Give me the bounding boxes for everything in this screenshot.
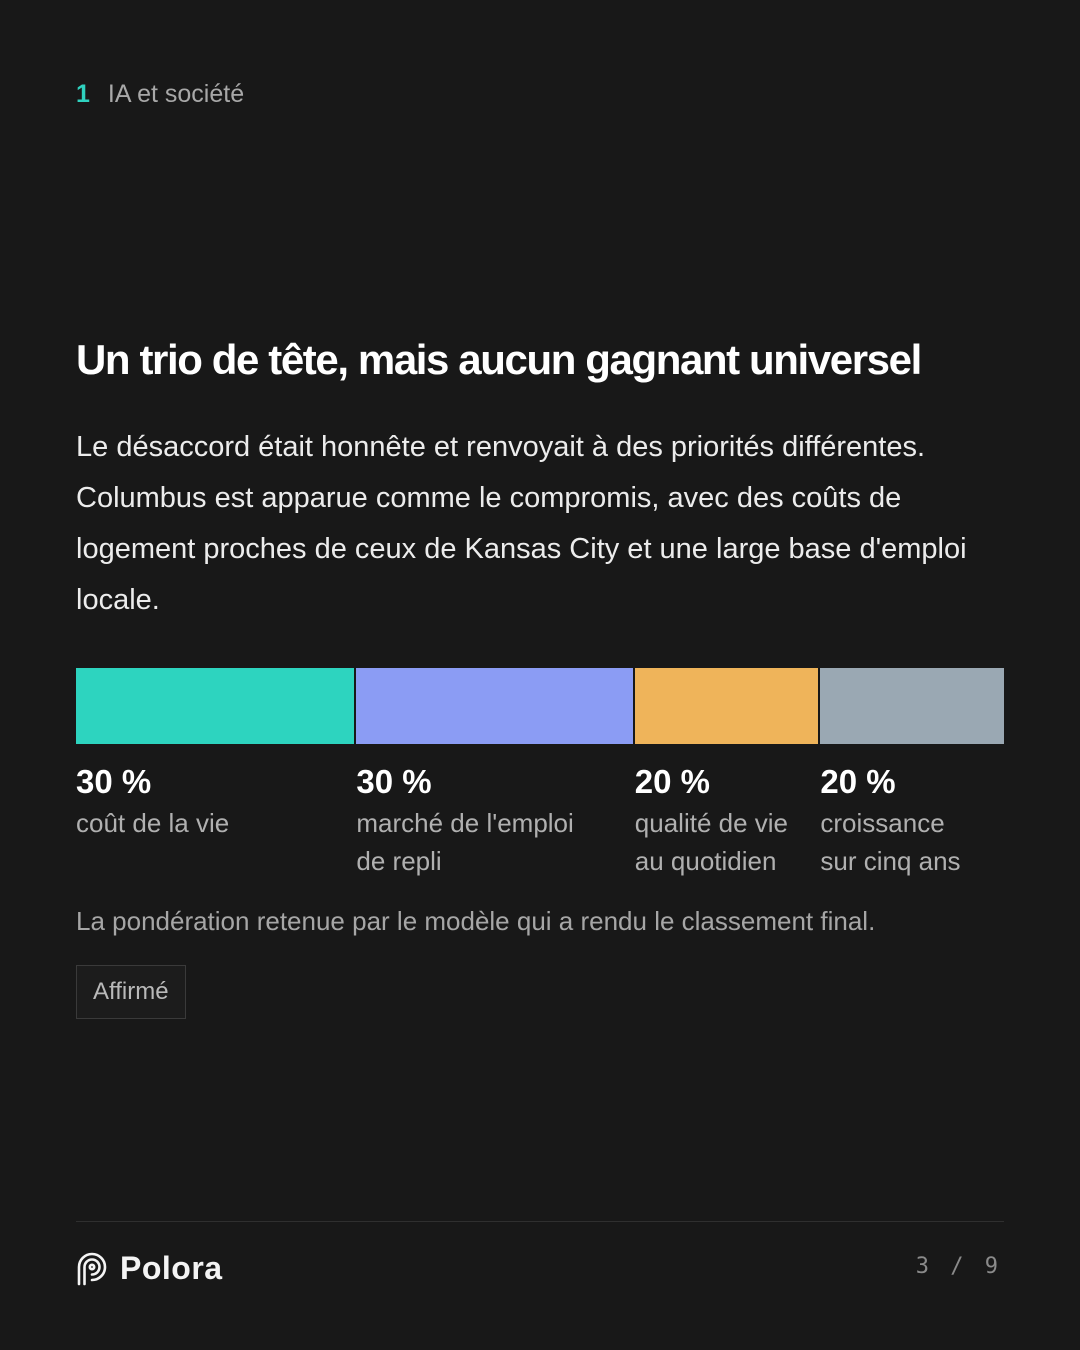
weight-caption: La pondération retenue par le modèle qui… [76,906,876,936]
page-title: Un trio de tête, mais aucun gagnant univ… [76,336,922,383]
body-paragraph: Le désaccord était honnête et renvoyait … [76,431,967,616]
legend-label: marché de l'emploi de repli [356,808,574,876]
status-badge: Affirmé [76,965,186,1019]
weight-legend: 30 % coût de la vie 30 % marché de l'emp… [76,762,1004,880]
weight-stacked-bar [76,668,1004,744]
page-indicator: 3 / 9 [916,1254,1002,1279]
legend-item-cost-of-living: 30 % coût de la vie [76,762,354,880]
legend-percent: 30 % [76,763,152,800]
section-tag: 1 IA et société [76,80,244,109]
brand-name: Polora [120,1250,223,1286]
page-current: 3 [915,1254,933,1279]
weight-segment-cost-of-living [76,668,355,744]
legend-label: croissance sur cinq ans [820,808,961,876]
weight-segment-quality-of-life [632,668,819,744]
legend-label: coût de la vie [76,808,230,838]
footer-divider [76,1221,1004,1222]
legend-item-quality-of-life: 20 % qualité de vie au quotidien [633,762,819,880]
legend-percent: 20 % [634,763,710,800]
weight-segment-growth [818,668,1004,744]
polora-logo-icon [77,1252,107,1285]
legend-item-job-market: 30 % marché de l'emploi de repli [354,762,632,880]
page-separator: / [950,1254,968,1279]
legend-label: qualité de vie au quotidien [634,808,789,876]
page-total: 9 [984,1254,1002,1279]
weight-segment-job-market [354,668,633,744]
brand: Polora [76,1250,223,1287]
section-label: IA et société [107,80,245,108]
legend-percent: 20 % [820,763,896,800]
section-number: 1 [76,80,90,108]
legend-percent: 30 % [356,763,432,800]
legend-item-growth: 20 % croissance sur cinq ans [818,762,1004,880]
